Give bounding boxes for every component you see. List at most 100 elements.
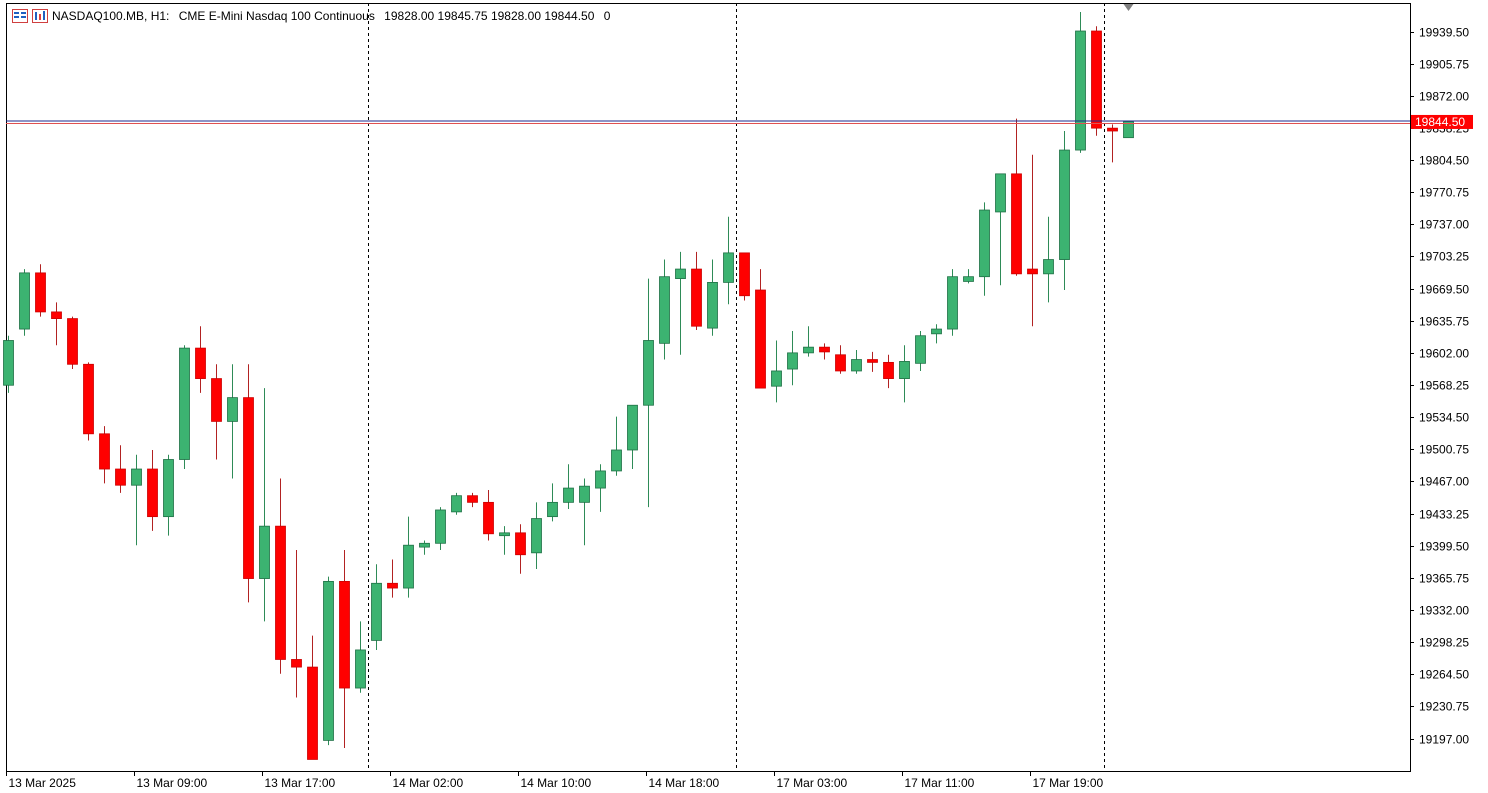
y-axis-label: 19433.25 (1419, 508, 1469, 522)
bear-candle[interactable] (339, 580, 350, 689)
bull-candle[interactable] (323, 580, 334, 741)
bull-candle[interactable] (403, 544, 414, 589)
y-axis-label: 19669.50 (1419, 283, 1469, 297)
price-tag-background (1411, 114, 1473, 129)
bull-candle[interactable] (531, 518, 542, 554)
bull-candle[interactable] (1123, 121, 1134, 139)
bull-candle[interactable] (1043, 259, 1054, 275)
bear-candle[interactable] (515, 532, 526, 556)
bull-candle[interactable] (627, 404, 638, 451)
bear-candle[interactable] (275, 525, 286, 660)
bear-candle[interactable] (1011, 173, 1022, 275)
bear-candle[interactable] (147, 468, 158, 518)
bull-candle[interactable] (595, 470, 606, 489)
bear-candle[interactable] (691, 268, 702, 327)
y-axis-label: 19939.50 (1419, 26, 1469, 40)
y-axis-label: 19770.75 (1419, 186, 1469, 200)
bull-candle[interactable] (979, 209, 990, 278)
bull-candle[interactable] (1075, 30, 1086, 151)
bull-candle[interactable] (787, 352, 798, 370)
bull-candle[interactable] (435, 509, 446, 544)
y-axis-label: 19332.00 (1419, 604, 1469, 618)
x-axis-label: 13 Mar 2025 (9, 776, 77, 790)
bear-candle[interactable] (883, 361, 894, 379)
symbol-description: CME E-Mini Nasdaq 100 Continuous (178, 9, 375, 23)
bull-candle[interactable] (1059, 149, 1070, 260)
bull-candle[interactable] (611, 449, 622, 472)
bull-candle[interactable] (931, 328, 942, 335)
plot-frame (6, 3, 1411, 772)
bull-candle[interactable] (659, 276, 670, 344)
bull-candle[interactable] (227, 397, 238, 422)
bull-candle[interactable] (3, 340, 14, 386)
bear-candle[interactable] (195, 347, 206, 379)
bull-candle[interactable] (19, 272, 30, 330)
x-axis-label: 14 Mar 10:00 (521, 776, 592, 790)
bear-candle[interactable] (467, 495, 478, 503)
bear-candle[interactable] (99, 433, 110, 470)
y-axis-label: 19365.75 (1419, 572, 1469, 586)
bear-candle[interactable] (867, 359, 878, 363)
bull-candle[interactable] (643, 340, 654, 406)
bull-candle[interactable] (707, 282, 718, 329)
bear-candle[interactable] (307, 666, 318, 760)
bull-candle[interactable] (355, 649, 366, 689)
y-axis-label: 19804.50 (1419, 154, 1469, 168)
bear-candle[interactable] (483, 501, 494, 535)
indicator-icon[interactable] (32, 9, 48, 23)
x-axis-label: 13 Mar 09:00 (137, 776, 208, 790)
bear-candle[interactable] (83, 363, 94, 435)
bull-candle[interactable] (419, 542, 430, 548)
chart-window-icon[interactable] (12, 9, 28, 23)
x-axis-label: 17 Mar 11:00 (905, 776, 975, 790)
bull-candle[interactable] (771, 370, 782, 387)
bull-candle[interactable] (851, 359, 862, 372)
bear-candle[interactable] (1027, 268, 1038, 275)
bull-candle[interactable] (451, 495, 462, 513)
bull-candle[interactable] (371, 582, 382, 641)
bear-candle[interactable] (67, 318, 78, 365)
ohlc-values: 19828.00 19845.75 19828.00 19844.50 (384, 9, 595, 23)
bull-candle[interactable] (723, 252, 734, 283)
chart-shift-marker[interactable] (1123, 4, 1134, 11)
bear-candle[interactable] (291, 659, 302, 668)
bear-candle[interactable] (819, 346, 830, 353)
y-axis-label: 19905.75 (1419, 58, 1469, 72)
bear-candle[interactable] (835, 354, 846, 372)
bear-candle[interactable] (755, 289, 766, 389)
bull-candle[interactable] (179, 347, 190, 460)
bear-candle[interactable] (1091, 30, 1102, 129)
bull-candle[interactable] (947, 276, 958, 330)
bull-candle[interactable] (899, 361, 910, 379)
bull-candle[interactable] (563, 487, 574, 503)
bear-candle[interactable] (211, 378, 222, 422)
y-axis-label: 19264.50 (1419, 668, 1469, 682)
y-axis-label: 19500.75 (1419, 443, 1469, 457)
y-axis-label: 19197.00 (1419, 733, 1469, 747)
bull-candle[interactable] (915, 335, 926, 364)
y-axis-label: 19399.50 (1419, 540, 1469, 554)
bear-candle[interactable] (1107, 127, 1118, 132)
bear-candle[interactable] (35, 272, 46, 313)
bull-candle[interactable] (259, 525, 270, 579)
bear-candle[interactable] (115, 468, 126, 486)
bear-candle[interactable] (51, 311, 62, 319)
bull-candle[interactable] (803, 346, 814, 354)
bull-candle[interactable] (963, 276, 974, 282)
bull-candle[interactable] (131, 468, 142, 486)
bull-candle[interactable] (675, 268, 686, 279)
x-axis-label: 17 Mar 03:00 (777, 776, 848, 790)
bull-candle[interactable] (995, 173, 1006, 213)
bear-candle[interactable] (739, 252, 750, 297)
bull-candle[interactable] (547, 501, 558, 518)
bull-candle[interactable] (163, 459, 174, 518)
x-axis-label: 13 Mar 17:00 (265, 776, 336, 790)
bear-candle[interactable] (243, 397, 254, 579)
bull-candle[interactable] (579, 485, 590, 503)
price-tag-label: 19844.50 (1415, 115, 1465, 129)
x-axis-label: 17 Mar 19:00 (1033, 776, 1104, 790)
bull-candle[interactable] (499, 532, 510, 537)
bear-candle[interactable] (387, 582, 398, 589)
